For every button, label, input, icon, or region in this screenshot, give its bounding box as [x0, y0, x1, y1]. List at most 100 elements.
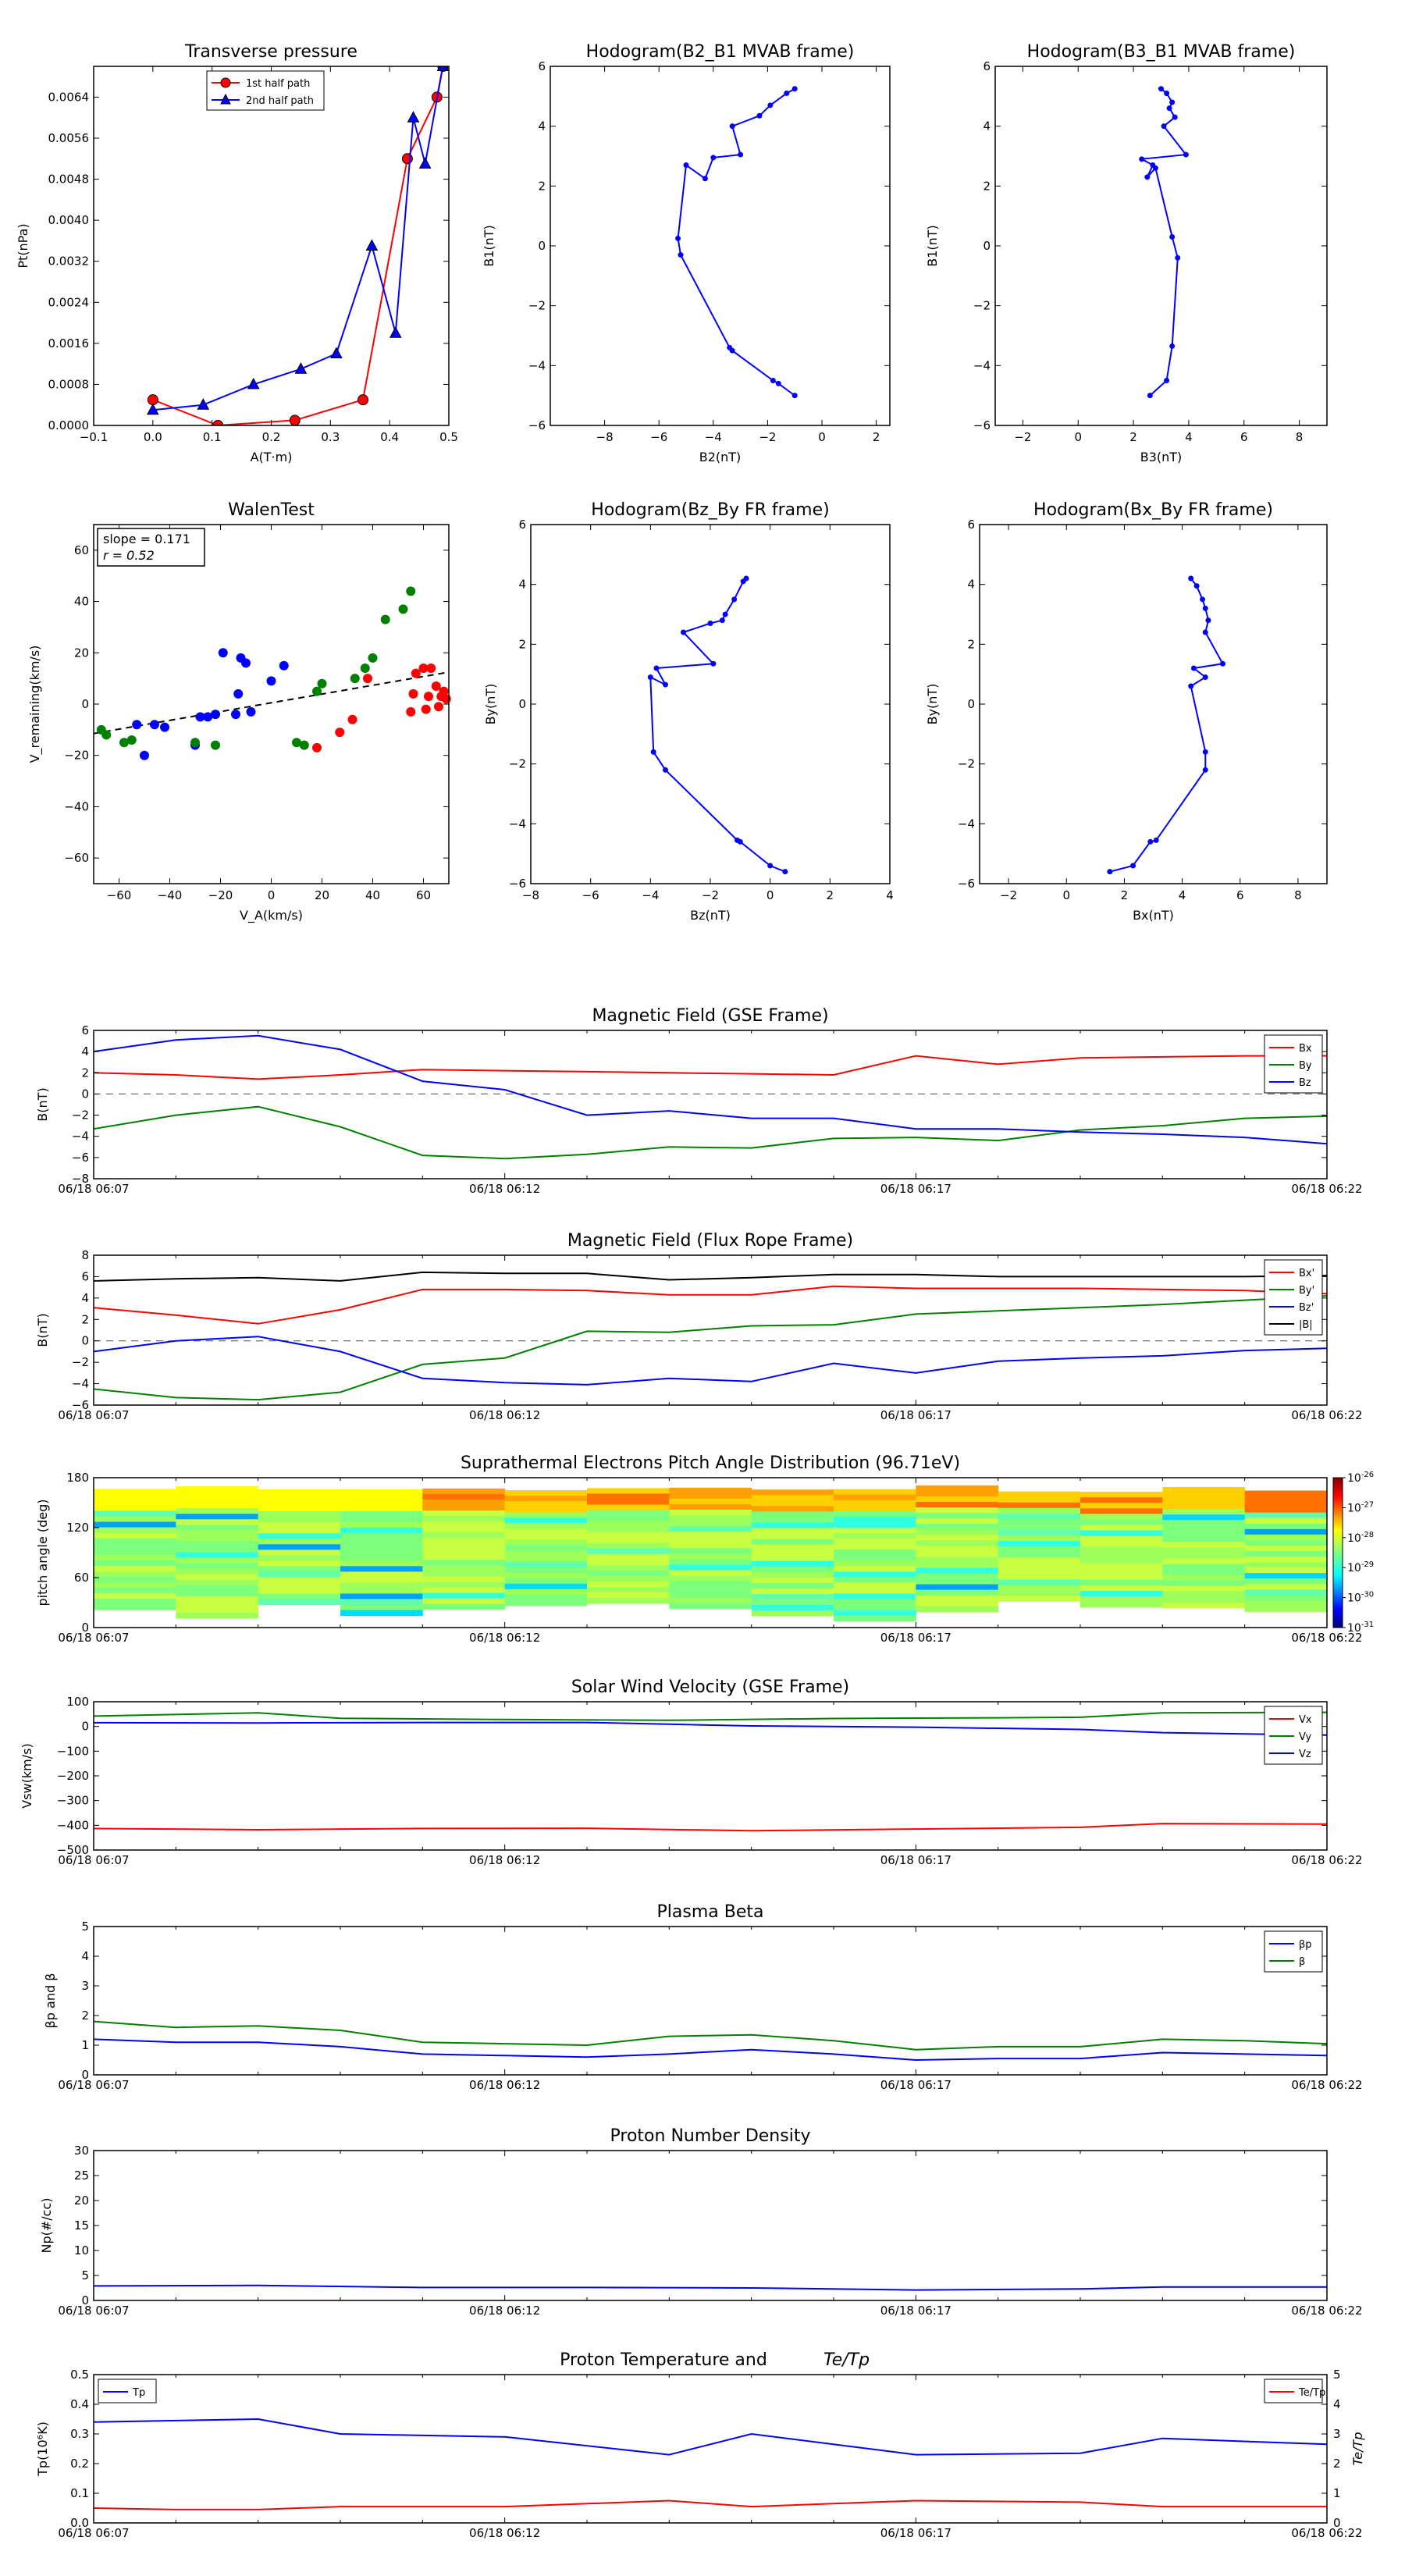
heatmap-cell: [422, 1576, 506, 1582]
heatmap-cell: [340, 1593, 423, 1600]
heatmap-cell: [422, 1549, 506, 1555]
chart-title: Solar Wind Velocity (GSE Frame): [571, 1678, 849, 1697]
heatmap-cell: [998, 1546, 1081, 1553]
heatmap-cell: [1244, 1501, 1328, 1508]
plot-frame: [93, 66, 450, 426]
y-tick-label: −2: [72, 1108, 89, 1123]
heatmap-cell: [94, 1510, 176, 1517]
heatmap-cell: [422, 1565, 506, 1571]
heatmap-cell: [751, 1610, 834, 1617]
heatmap-cell: [834, 1577, 916, 1583]
y2-axis-label: Te/Tp: [1350, 2432, 1365, 2466]
heatmap-cell: [669, 1526, 752, 1532]
heatmap-cell: [751, 1571, 834, 1578]
data-point: [241, 658, 251, 668]
heatmap-cell: [587, 1592, 670, 1599]
data-point: [160, 722, 169, 732]
data-point: [729, 123, 735, 130]
heatmap-cell: [176, 1552, 259, 1559]
legend-marker: [220, 77, 231, 88]
heatmap-cell: [94, 1532, 176, 1539]
series-line-2nd half path: [152, 66, 444, 411]
y-tick-label: 0: [81, 1334, 89, 1348]
legend-label: Vy: [1299, 1731, 1312, 1743]
heatmap-cell: [1244, 1595, 1328, 1601]
data-point: [767, 102, 774, 109]
y-tick-label: 60: [74, 543, 89, 557]
x-tick-label: −6: [650, 430, 667, 444]
heatmap-cell: [258, 1577, 341, 1584]
y-tick-label: 4: [81, 1044, 89, 1059]
heatmap-cell: [751, 1517, 834, 1523]
heatmap-cell: [258, 1528, 341, 1534]
data-point: [407, 111, 420, 123]
heatmap-cell: [751, 1588, 834, 1595]
heatmap-cell: [1162, 1514, 1246, 1521]
data-point: [1200, 596, 1206, 603]
heatmap-cell: [1080, 1552, 1163, 1559]
y-tick-label: 1: [81, 2038, 89, 2052]
heatmap-cell: [587, 1564, 670, 1571]
data-point: [770, 378, 776, 383]
heatmap-cell: [504, 1599, 588, 1606]
heatmap-cell: [669, 1509, 752, 1516]
data-point: [406, 586, 416, 596]
series-line-Tp: [93, 2418, 1328, 2456]
legend-label: |B|: [1299, 1319, 1313, 1331]
plot-frame: [530, 524, 891, 884]
heatmap-cell: [916, 1589, 999, 1596]
heatmap-cell: [916, 1524, 999, 1530]
y-tick-label: −2: [958, 757, 975, 771]
heatmap-cell: [258, 1550, 341, 1556]
heatmap-cell: [834, 1544, 916, 1550]
x-tick-label: 06/18 06:17: [880, 1408, 951, 1422]
y-tick-label: −8: [72, 1172, 89, 1186]
y-tick-label: −6: [958, 877, 975, 891]
heatmap-cell: [176, 1530, 259, 1536]
y-tick-label: −6: [72, 1398, 89, 1412]
heatmap-cell: [669, 1521, 752, 1527]
heatmap-cell: [504, 1572, 588, 1579]
x-tick-label: 06/18 06:07: [58, 1853, 129, 1867]
legend-label: βp: [1299, 1939, 1312, 1951]
data-point: [1147, 838, 1154, 845]
heatmap-cell: [504, 1589, 588, 1596]
heatmap-cell: [751, 1489, 834, 1496]
heatmap-cell: [834, 1532, 916, 1539]
heatmap-cell: [94, 1516, 176, 1523]
heatmap-cell: [834, 1610, 916, 1617]
y-tick-label: −4: [72, 1377, 89, 1391]
data-point: [1193, 583, 1200, 589]
series-line-Bz': [93, 1336, 1328, 1386]
y-tick-label: 8: [81, 1248, 89, 1262]
x-tick-label: 06/18 06:22: [1291, 2078, 1362, 2092]
x-tick-label: 06/18 06:12: [469, 2078, 540, 2092]
heatmap-cell: [751, 1539, 834, 1546]
heatmap-cell: [1244, 1557, 1328, 1563]
data-point: [421, 704, 431, 714]
data-point: [368, 653, 378, 663]
x-tick-label: 06/18 06:22: [1291, 2526, 1362, 2540]
y-axis-label: By(nT): [483, 684, 498, 725]
data-point: [350, 674, 360, 684]
x-tick-label: −0.1: [80, 430, 108, 444]
heatmap-cell: [176, 1508, 259, 1514]
data-point: [1172, 114, 1178, 120]
heatmap-cell: [834, 1527, 916, 1534]
data-point: [439, 686, 449, 696]
data-point: [663, 767, 668, 773]
data-point: [436, 66, 449, 71]
heatmap-cell: [998, 1524, 1081, 1531]
x-tick-label: 6: [1240, 430, 1248, 444]
data-point: [1158, 86, 1164, 92]
chart-sw_velocity: −500 −400 −300 −200 −100 0 100 06/18 06:07 06/18…: [20, 1678, 1363, 1867]
heatmap-cell: [1162, 1553, 1246, 1560]
heatmap-cell: [422, 1543, 506, 1550]
y-axis-label: B(nT): [35, 1313, 50, 1347]
heatmap-cell: [176, 1574, 259, 1581]
chart-title: Suprathermal Electrons Pitch Angle Distr…: [461, 1453, 960, 1473]
data-point: [719, 617, 725, 624]
x-tick-label: 60: [416, 888, 431, 902]
y-tick-label: −2: [973, 299, 991, 313]
